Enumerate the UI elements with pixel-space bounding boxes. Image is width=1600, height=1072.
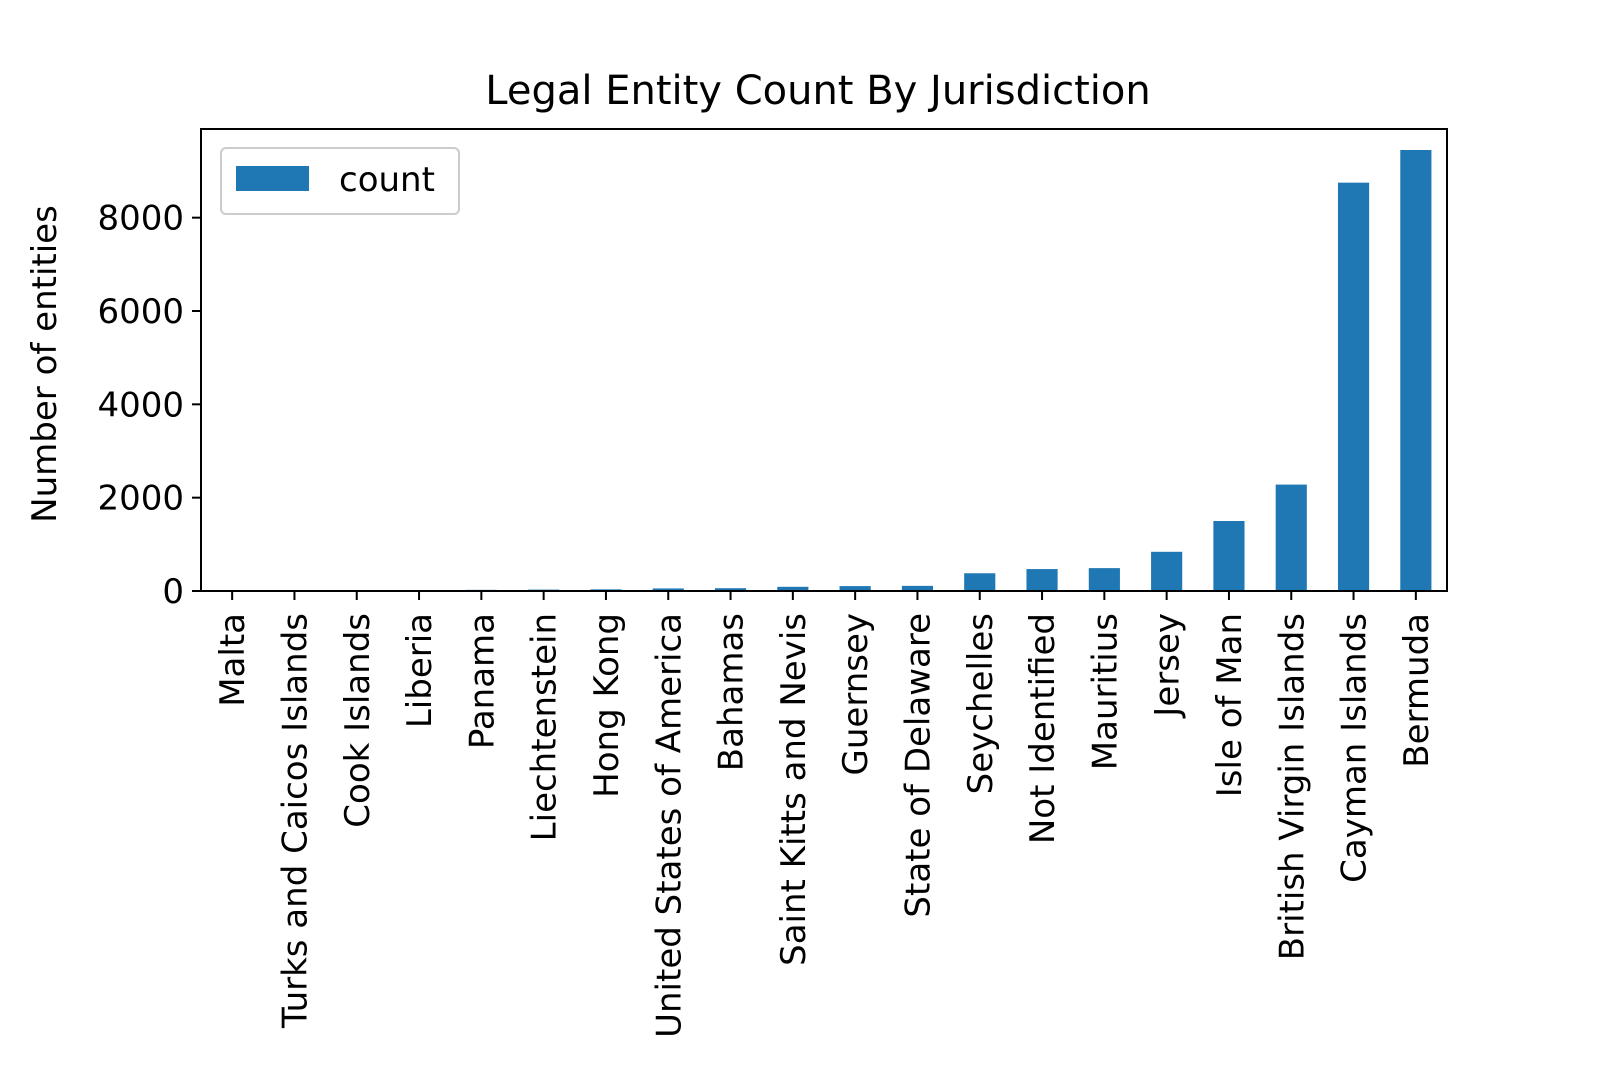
bar-isle-of-man	[1213, 521, 1244, 591]
bar-seychelles	[964, 573, 995, 591]
x-tick-label: Malta	[213, 613, 253, 707]
bar-jersey	[1151, 552, 1182, 591]
bar-mauritius	[1089, 568, 1120, 591]
y-tick-label: 2000	[97, 479, 184, 519]
x-tick-label: Not Identified	[1023, 613, 1063, 844]
x-tick-label: Liechtenstein	[525, 613, 565, 841]
bar-british-virgin-islands	[1276, 485, 1307, 591]
x-axis-ticks: Malta Turks and Caicos Islands Cook Island…	[213, 591, 1437, 1038]
legend: count	[221, 148, 459, 214]
x-tick-label: Cook Islands	[338, 613, 378, 828]
x-tick-label: Isle of Man	[1210, 613, 1250, 797]
legend-label: count	[339, 160, 435, 200]
x-tick-label: State of Delaware	[898, 613, 938, 918]
x-tick-label: Liberia	[400, 613, 440, 728]
y-axis-label: Number of entities	[25, 205, 65, 523]
x-tick-label: Guernsey	[836, 613, 876, 776]
x-tick-label: Panama	[462, 613, 502, 749]
x-tick-label: Mauritius	[1085, 613, 1125, 770]
x-tick-label: British Virgin Islands	[1272, 613, 1312, 960]
x-tick-label: Jersey	[1148, 613, 1188, 719]
x-tick-label: Hong Kong	[587, 613, 627, 798]
x-tick-label: United States of America	[649, 613, 689, 1038]
y-tick-label: 8000	[97, 199, 184, 239]
x-tick-label: Saint Kitts and Nevis	[774, 613, 814, 966]
chart-title: Legal Entity Count By Jurisdiction	[485, 68, 1150, 114]
x-tick-label: Bermuda	[1397, 613, 1437, 768]
y-tick-label: 6000	[97, 292, 184, 332]
legend-swatch	[236, 166, 309, 191]
bar-cayman-islands	[1338, 183, 1369, 591]
y-tick-label: 4000	[97, 385, 184, 425]
x-tick-label: Cayman Islands	[1335, 613, 1375, 883]
bar-not-identified	[1026, 569, 1057, 591]
y-tick-label: 0	[162, 572, 184, 612]
bars-group	[217, 150, 1432, 591]
x-tick-label: Turks and Caicos Islands	[275, 613, 315, 1029]
x-tick-label: Seychelles	[961, 613, 1001, 794]
bar-bermuda	[1400, 150, 1431, 591]
y-axis-ticks: 0 2000 4000 6000 8000	[97, 199, 201, 612]
x-tick-label: Bahamas	[712, 613, 752, 771]
